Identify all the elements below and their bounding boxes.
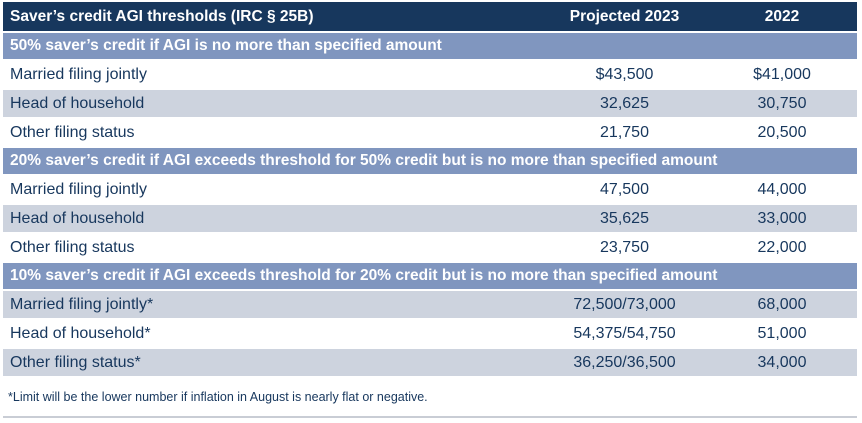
cell-2022: 33,000: [757, 209, 807, 227]
cell-2022: 68,000: [757, 295, 807, 313]
table-row: Other filing status 23,750 22,000: [3, 234, 857, 261]
section-heading: 10% saver’s credit if AGI exceeds thresh…: [3, 263, 857, 289]
cell-filing-status: Head of household: [10, 209, 145, 227]
cell-filing-status: Other filing status: [10, 123, 135, 141]
table-row: Married filing jointly $43,500 $41,000: [3, 61, 857, 88]
cell-filing-status: Married filing jointly: [10, 180, 147, 198]
cell-projected-2023: 35,625: [600, 209, 649, 227]
cell-projected-2023: 32,625: [600, 94, 649, 112]
cell-2022: 22,000: [757, 238, 807, 256]
cell-2022: 20,500: [757, 123, 807, 141]
table-row: Other filing status 21,750 20,500: [3, 119, 857, 146]
cell-projected-2023: 72,500/73,000: [573, 295, 676, 313]
column-header-projected-2023: Projected 2023: [569, 7, 680, 25]
cell-filing-status: Other filing status*: [10, 353, 141, 371]
cell-filing-status: Married filing jointly*: [10, 295, 154, 313]
cell-filing-status: Other filing status: [10, 238, 135, 256]
cell-2022: 44,000: [757, 180, 807, 198]
cell-projected-2023: 47,500: [600, 180, 649, 198]
table-row: Other filing status* 36,250/36,500 34,000: [3, 349, 857, 376]
cell-2022: $41,000: [753, 65, 811, 83]
cell-filing-status: Head of household: [10, 94, 145, 112]
table-row: Head of household* 54,375/54,750 51,000: [3, 320, 857, 347]
cell-projected-2023: 36,250/36,500: [573, 353, 676, 371]
table-title: Saver’s credit AGI thresholds (IRC § 25B…: [10, 7, 314, 25]
section-heading: 20% saver’s credit if AGI exceeds thresh…: [3, 148, 857, 174]
cell-filing-status: Married filing jointly: [10, 65, 147, 83]
table-header-row: Saver’s credit AGI thresholds (IRC § 25B…: [3, 2, 857, 31]
section-heading: 50% saver’s credit if AGI is no more tha…: [3, 33, 857, 59]
table-row: Married filing jointly 47,500 44,000: [3, 176, 857, 203]
cell-projected-2023: 21,750: [600, 123, 649, 141]
cell-projected-2023: 23,750: [600, 238, 649, 256]
cell-projected-2023: $43,500: [595, 65, 654, 83]
cell-2022: 51,000: [757, 324, 807, 342]
table-row: Head of household 32,625 30,750: [3, 90, 857, 117]
cell-2022: 30,750: [757, 94, 807, 112]
cell-projected-2023: 54,375/54,750: [573, 324, 676, 342]
bottom-divider: [3, 416, 857, 418]
table-body: 50% saver’s credit if AGI is no more tha…: [3, 33, 857, 376]
table-row: Married filing jointly* 72,500/73,000 68,0…: [3, 291, 857, 318]
cell-filing-status: Head of household*: [10, 324, 151, 342]
table-row: Head of household 35,625 33,000: [3, 205, 857, 232]
footnote: *Limit will be the lower number if infla…: [8, 390, 428, 404]
column-header-2022: 2022: [764, 7, 800, 25]
cell-2022: 34,000: [757, 353, 807, 371]
